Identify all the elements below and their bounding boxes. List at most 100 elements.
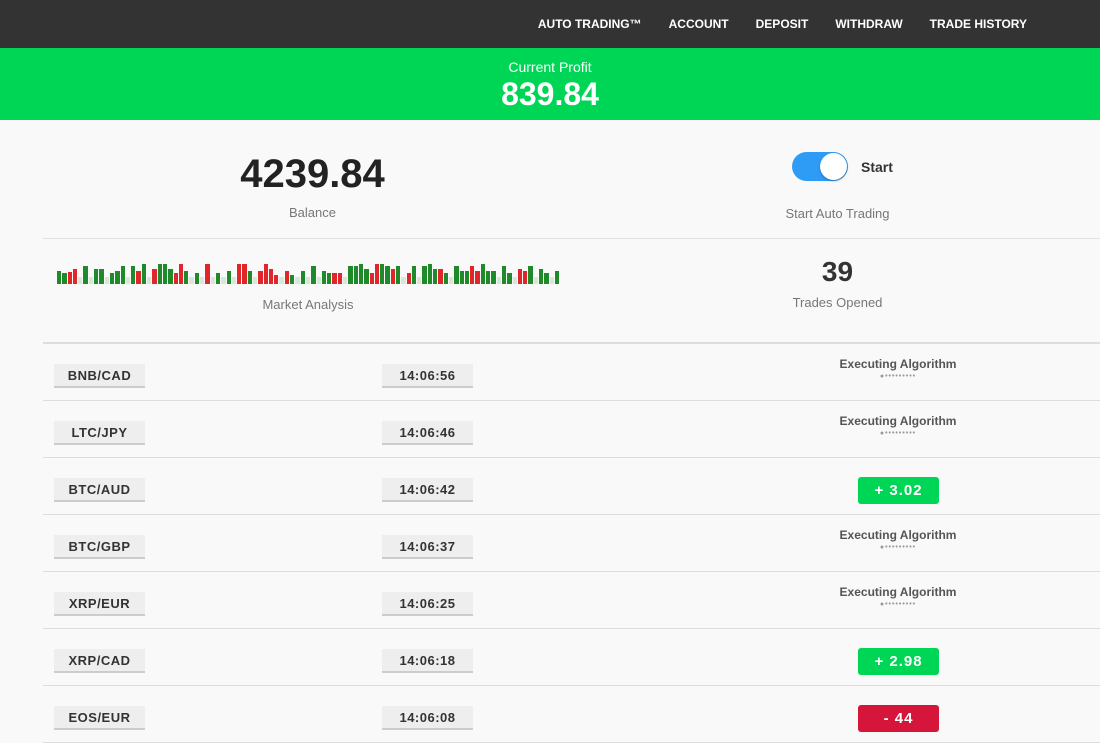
market-bar [343,277,348,284]
market-bar [141,264,147,284]
market-bar [454,266,459,284]
toggle-knob [820,153,847,180]
market-bar [369,273,374,284]
market-bar [480,264,486,284]
market-bar [459,270,464,284]
market-bar [337,273,343,284]
market-bar [237,264,242,284]
nav-deposit[interactable]: DEPOSIT [755,17,809,31]
status-text: Executing Algorithm [839,585,957,599]
market-analysis-label: Market Analysis [262,297,354,312]
market-bar [443,273,448,284]
market-bar [78,277,83,284]
trade-time: 14:06:46 [382,421,473,445]
market-bar [184,270,189,284]
market-bar [533,277,539,284]
market-bar [62,273,67,284]
market-bar [252,277,258,284]
market-bar [104,277,109,284]
market-bar [486,270,491,284]
executing-status: Executing Algorithm ●••••••••• [823,585,973,608]
market-bar [321,270,327,284]
market-bar [263,264,268,284]
market-bar [226,270,231,284]
trade-time: 14:06:37 [382,535,473,559]
market-bar [168,268,173,284]
market-bar [205,264,210,284]
market-bar [380,264,385,284]
nav-auto-trading[interactable]: AUTO TRADING™ [537,17,642,31]
market-bar [401,277,406,284]
market-bar [157,264,162,284]
trade-time: 14:06:25 [382,592,473,616]
market-bar [72,268,78,284]
trade-row: BTC/AUD 14:06:42 + 3.02 [43,458,1100,515]
market-bar [448,277,454,284]
market-bar [348,266,353,284]
market-bar [501,266,507,284]
trade-pair: XRP/CAD [54,649,145,673]
market-bar [162,264,168,284]
market-bar [433,268,438,284]
nav-trade-history[interactable]: TRADE HISTORY [929,17,1027,31]
balance-label: Balance [289,205,336,220]
trade-result-badge: - 44 [858,705,939,732]
market-bar [57,270,62,284]
market-bar [258,270,263,284]
market-bar [327,273,332,284]
market-bar [390,268,395,284]
market-bar [385,266,390,284]
market-bar [544,273,549,284]
market-bar [316,277,321,284]
trade-row: XRP/CAD 14:06:18 + 2.98 [43,629,1100,686]
trade-time: 14:06:08 [382,706,473,730]
trade-pair: BNB/CAD [54,364,145,388]
status-text: Executing Algorithm [839,414,957,428]
trades-opened-label: Trades Opened [792,295,883,310]
nav-withdraw[interactable]: WITHDRAW [835,17,903,31]
market-bar [136,270,141,284]
market-bar [94,268,99,284]
market-bar [523,270,528,284]
market-bar [279,277,284,284]
market-bar [305,277,311,284]
trade-row: XRP/EUR 14:06:25 Executing Algorithm ●••••… [43,572,1100,629]
market-bar [539,268,544,284]
market-bar [274,275,279,284]
market-bar [438,268,443,284]
market-bar [528,266,533,284]
market-bar [411,266,417,284]
nav-account[interactable]: ACCOUNT [668,17,729,31]
trade-time: 14:06:56 [382,364,473,388]
market-bar [120,266,125,284]
market-bar [88,277,94,284]
market-bar [189,277,194,284]
progress-dots-icon: ●••••••••• [879,544,917,551]
trade-time: 14:06:42 [382,478,473,502]
trade-pair: LTC/JPY [54,421,145,445]
divider [43,238,1100,239]
market-bar [422,266,427,284]
progress-dots-icon: ●••••••••• [879,430,917,437]
market-bar [115,270,120,284]
market-bar [332,273,337,284]
market-bar [109,273,115,284]
market-bar [300,270,305,284]
market-bar [83,266,88,284]
trade-pair: BTC/GBP [54,535,145,559]
market-bar [67,271,72,284]
progress-dots-icon: ●••••••••• [879,601,917,608]
trade-pair: BTC/AUD [54,478,145,502]
profit-value: 839.84 [501,76,599,112]
auto-trading-toggle[interactable] [792,152,848,181]
market-bar [311,266,316,284]
market-bar [406,273,411,284]
market-bar [210,277,215,284]
market-bar [396,266,401,284]
market-bar [358,264,364,284]
market-bar [268,268,274,284]
market-bar [470,266,475,284]
trade-pair: EOS/EUR [54,706,145,730]
executing-status: Executing Algorithm ●••••••••• [823,528,973,551]
trade-row: BTC/GBP 14:06:37 Executing Algorithm ●••••… [43,515,1100,572]
